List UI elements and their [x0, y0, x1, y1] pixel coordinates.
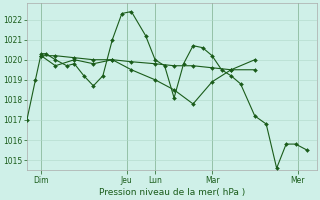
X-axis label: Pression niveau de la mer( hPa ): Pression niveau de la mer( hPa )	[99, 188, 245, 197]
